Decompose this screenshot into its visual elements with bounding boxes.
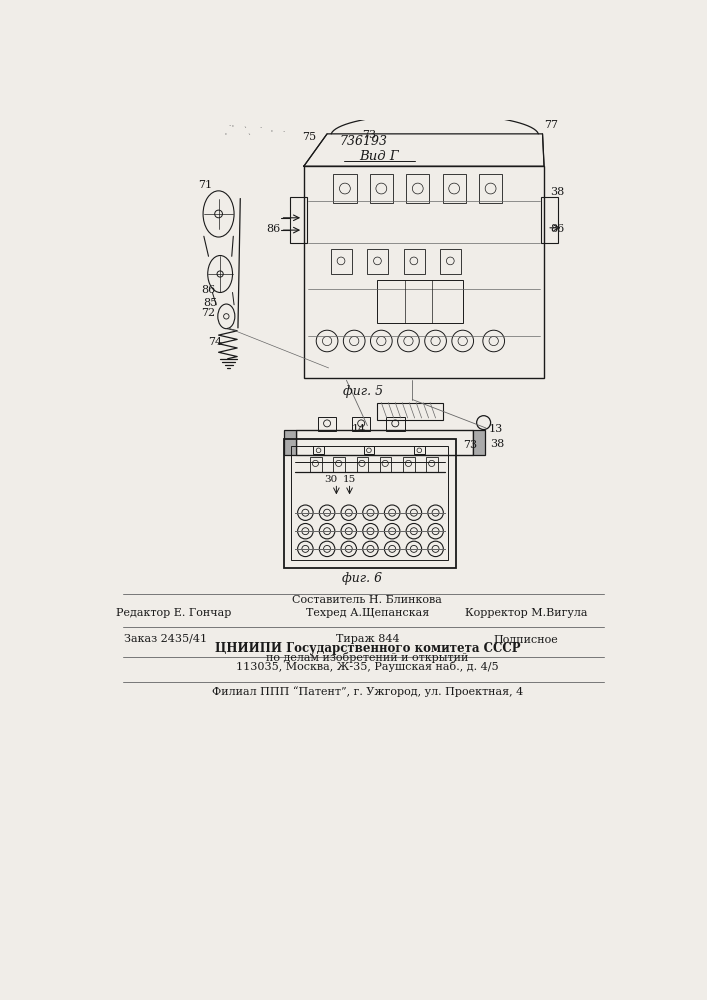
Text: Составитель Н. Блинкова: Составитель Н. Блинкова bbox=[293, 595, 443, 605]
Text: 72: 72 bbox=[201, 308, 215, 318]
Bar bbox=[440, 249, 461, 274]
Text: 736193: 736193 bbox=[339, 135, 387, 148]
Bar bbox=[313, 446, 324, 454]
Text: ': ' bbox=[271, 129, 272, 135]
Text: Техред А.Щепанская: Техред А.Щепанская bbox=[305, 608, 429, 618]
Bar bbox=[331, 249, 352, 274]
Text: фиг. 5: фиг. 5 bbox=[344, 385, 384, 398]
Text: 85: 85 bbox=[203, 298, 217, 308]
Text: 74: 74 bbox=[209, 337, 223, 347]
Bar bbox=[386, 417, 404, 431]
Text: ': ' bbox=[224, 132, 226, 138]
Text: `: ` bbox=[243, 127, 247, 133]
Text: 73: 73 bbox=[362, 130, 376, 140]
Text: 73: 73 bbox=[464, 440, 478, 450]
Bar bbox=[443, 174, 466, 203]
Bar bbox=[414, 446, 425, 454]
Bar bbox=[479, 174, 502, 203]
Text: Редактор Е. Гончар: Редактор Е. Гончар bbox=[116, 608, 231, 618]
Bar bbox=[284, 430, 296, 455]
Text: 15: 15 bbox=[343, 475, 356, 484]
Text: 77: 77 bbox=[544, 120, 558, 130]
Bar bbox=[426, 457, 438, 472]
Bar bbox=[317, 417, 337, 431]
Bar bbox=[310, 457, 322, 472]
Text: 86: 86 bbox=[550, 224, 564, 234]
Bar bbox=[380, 457, 392, 472]
Bar bbox=[406, 174, 429, 203]
Text: 14: 14 bbox=[352, 424, 366, 434]
Text: ЦНИИПИ Государственного комитета СССР: ЦНИИПИ Государственного комитета СССР bbox=[215, 642, 520, 655]
Text: .: . bbox=[282, 127, 284, 133]
Bar bbox=[284, 439, 456, 568]
Bar bbox=[368, 249, 388, 274]
Text: .: . bbox=[228, 121, 230, 127]
Bar bbox=[352, 417, 370, 431]
Text: 113035, Москва, Ж-35, Раушская наб., д. 4/5: 113035, Москва, Ж-35, Раушская наб., д. … bbox=[236, 661, 498, 672]
Text: .: . bbox=[259, 123, 261, 129]
Text: Филиал ППП “Патент”, г. Ужгород, ул. Проектная, 4: Филиал ППП “Патент”, г. Ужгород, ул. Про… bbox=[212, 686, 523, 697]
Text: Корректор М.Вигула: Корректор М.Вигула bbox=[465, 608, 588, 618]
Bar bbox=[473, 430, 485, 455]
Bar bbox=[370, 174, 393, 203]
Text: 71: 71 bbox=[199, 180, 213, 190]
Text: Вид Г: Вид Г bbox=[359, 150, 399, 163]
Bar bbox=[290, 197, 307, 243]
Text: ': ' bbox=[232, 124, 233, 130]
Bar bbox=[296, 430, 473, 455]
Bar bbox=[378, 280, 462, 323]
Bar bbox=[333, 174, 356, 203]
Text: 38: 38 bbox=[490, 439, 504, 449]
Bar bbox=[404, 249, 425, 274]
Text: 86: 86 bbox=[201, 285, 215, 295]
Text: фиг. 6: фиг. 6 bbox=[342, 572, 382, 585]
Text: по делам изобретений и открытий: по делам изобретений и открытий bbox=[267, 652, 469, 663]
Bar bbox=[291, 446, 448, 560]
Text: 30: 30 bbox=[324, 475, 337, 484]
Text: 75: 75 bbox=[303, 132, 317, 142]
Text: 86: 86 bbox=[267, 224, 281, 234]
Bar bbox=[363, 446, 374, 454]
Text: 13: 13 bbox=[489, 424, 503, 434]
Bar bbox=[378, 403, 443, 420]
Bar bbox=[333, 457, 345, 472]
Bar bbox=[541, 197, 558, 243]
Text: Подписное: Подписное bbox=[494, 634, 559, 644]
Bar bbox=[304, 166, 544, 378]
Text: 38: 38 bbox=[550, 187, 564, 197]
Text: Тираж 844: Тираж 844 bbox=[336, 634, 399, 644]
Bar bbox=[403, 457, 414, 472]
Bar bbox=[356, 457, 368, 472]
Text: Заказ 2435/41: Заказ 2435/41 bbox=[124, 634, 207, 644]
Text: `: ` bbox=[247, 134, 251, 140]
